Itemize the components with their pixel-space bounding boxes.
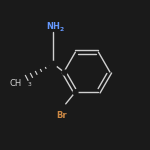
Text: 3: 3 xyxy=(28,82,32,87)
Text: Br: Br xyxy=(57,111,67,120)
Text: NH: NH xyxy=(46,22,60,31)
Text: 2: 2 xyxy=(59,27,63,32)
Text: CH: CH xyxy=(10,79,22,88)
